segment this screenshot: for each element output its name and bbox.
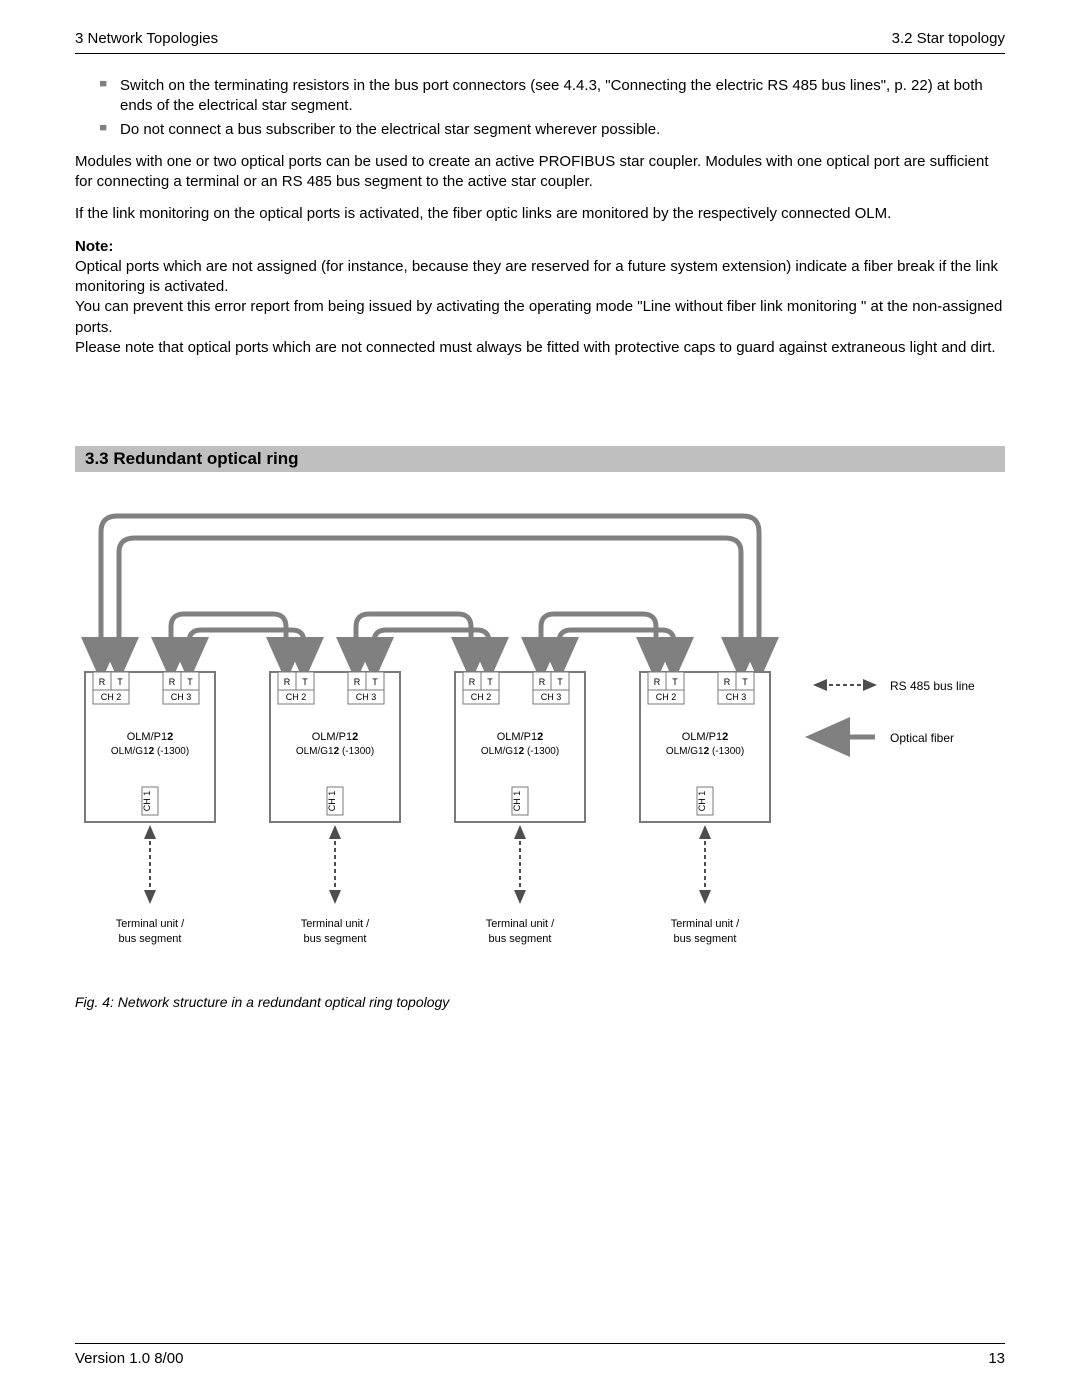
svg-text:CH 3: CH 3 — [726, 692, 747, 702]
svg-text:Optical fiber: Optical fiber — [890, 731, 954, 745]
svg-text:OLM/G12 (-1300): OLM/G12 (-1300) — [111, 746, 189, 757]
bullet-item: Switch on the terminating resistors in t… — [120, 76, 1005, 117]
svg-text:OLM/P12: OLM/P12 — [682, 731, 728, 743]
note-line: You can prevent this error report from b… — [75, 298, 1002, 335]
bullet-list: Switch on the terminating resistors in t… — [75, 76, 1005, 140]
svg-text:R: R — [654, 677, 661, 687]
paragraph: If the link monitoring on the optical po… — [75, 204, 1005, 224]
note-line: Optical ports which are not assigned (fo… — [75, 258, 998, 295]
svg-text:R: R — [99, 677, 106, 687]
svg-text:RS 485 bus line: RS 485 bus line — [890, 679, 975, 693]
svg-text:OLM/G12 (-1300): OLM/G12 (-1300) — [666, 746, 744, 757]
note-block: Note: Optical ports which are not assign… — [75, 237, 1005, 359]
header-left: 3 Network Topologies — [75, 30, 218, 47]
svg-text:CH 1: CH 1 — [512, 791, 522, 812]
svg-text:CH 1: CH 1 — [327, 791, 337, 812]
svg-text:CH 2: CH 2 — [656, 692, 677, 702]
svg-text:T: T — [557, 677, 563, 687]
footer-version: Version 1.0 8/00 — [75, 1350, 183, 1367]
page-footer: Version 1.0 8/00 13 — [75, 1343, 1005, 1367]
svg-text:T: T — [302, 677, 308, 687]
header-right: 3.2 Star topology — [892, 30, 1005, 47]
ring-topology-svg: R T CH 2 R T CH 3 OLM/P12 OLM/G12 (-1300… — [75, 502, 1005, 972]
svg-text:T: T — [487, 677, 493, 687]
figure-diagram: R T CH 2 R T CH 3 OLM/P12 OLM/G12 (-1300… — [75, 502, 1005, 1010]
figure-caption: Fig. 4: Network structure in a redundant… — [75, 994, 1005, 1010]
svg-text:Terminal unit /: Terminal unit / — [486, 918, 555, 930]
svg-text:CH 2: CH 2 — [471, 692, 492, 702]
svg-text:CH 3: CH 3 — [171, 692, 192, 702]
svg-text:CH 2: CH 2 — [101, 692, 122, 702]
svg-text:T: T — [742, 677, 748, 687]
svg-text:bus segment: bus segment — [119, 933, 182, 945]
svg-text:bus segment: bus segment — [674, 933, 737, 945]
svg-text:R: R — [284, 677, 291, 687]
svg-text:T: T — [372, 677, 378, 687]
svg-text:OLM/G12 (-1300): OLM/G12 (-1300) — [481, 746, 559, 757]
svg-text:CH 3: CH 3 — [541, 692, 562, 702]
module-group: R T CH 2 R T CH 3 OLM/P12 OLM/G12 (-1300… — [85, 672, 770, 822]
svg-text:CH 1: CH 1 — [142, 791, 152, 812]
svg-text:R: R — [469, 677, 476, 687]
svg-text:OLM/G12 (-1300): OLM/G12 (-1300) — [296, 746, 374, 757]
bullet-item: Do not connect a bus subscriber to the e… — [120, 120, 1005, 140]
page-header: 3 Network Topologies 3.2 Star topology — [75, 30, 1005, 54]
svg-text:CH 1: CH 1 — [697, 791, 707, 812]
svg-text:OLM/P12: OLM/P12 — [312, 731, 358, 743]
section-heading: 3.3 Redundant optical ring — [75, 446, 1005, 472]
svg-text:R: R — [169, 677, 176, 687]
svg-text:OLM/P12: OLM/P12 — [497, 731, 543, 743]
svg-text:T: T — [672, 677, 678, 687]
note-label: Note: — [75, 238, 113, 255]
paragraph: Modules with one or two optical ports ca… — [75, 152, 1005, 193]
svg-text:R: R — [539, 677, 546, 687]
svg-text:Terminal unit /: Terminal unit / — [116, 918, 185, 930]
svg-text:CH 2: CH 2 — [286, 692, 307, 702]
svg-text:T: T — [187, 677, 193, 687]
svg-text:OLM/P12: OLM/P12 — [127, 731, 173, 743]
svg-text:R: R — [354, 677, 361, 687]
svg-text:R: R — [724, 677, 731, 687]
svg-text:bus segment: bus segment — [489, 933, 552, 945]
svg-text:Terminal unit /: Terminal unit / — [671, 918, 740, 930]
note-line: Please note that optical ports which are… — [75, 339, 996, 356]
svg-text:T: T — [117, 677, 123, 687]
svg-text:bus segment: bus segment — [304, 933, 367, 945]
footer-page-number: 13 — [988, 1350, 1005, 1367]
svg-text:CH 3: CH 3 — [356, 692, 377, 702]
svg-text:Terminal unit /: Terminal unit / — [301, 918, 370, 930]
